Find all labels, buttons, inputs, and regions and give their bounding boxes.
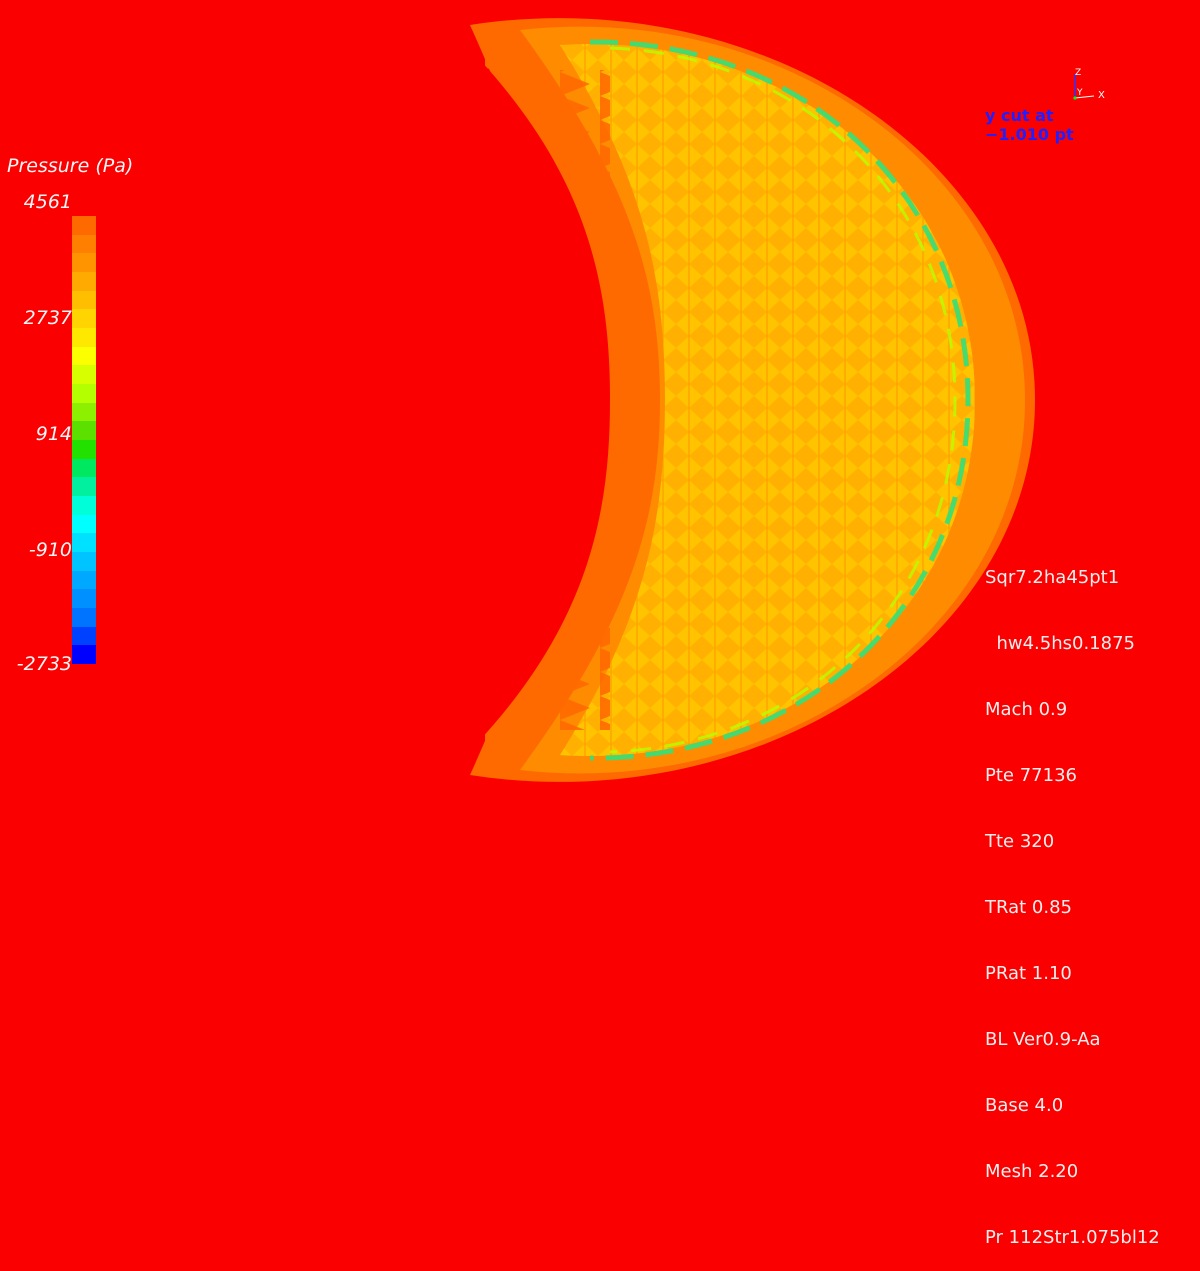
param-line: Mesh 2.20 bbox=[985, 1161, 1079, 1182]
param-line: TRat 0.85 bbox=[985, 897, 1072, 918]
simulation-parameters: Sqr7.2ha45pt1 hw4.5hs0.1875 Mach 0.9 Pte… bbox=[985, 523, 1160, 1271]
color-scale-swatch bbox=[72, 290, 96, 310]
color-scale-swatch bbox=[72, 626, 96, 646]
color-scale-bar bbox=[72, 216, 96, 665]
cut-plane-label: y cut at −1.010 pt bbox=[985, 106, 1074, 144]
legend-tick-min: -2733 bbox=[16, 653, 72, 675]
color-scale-swatch bbox=[72, 384, 96, 403]
axis-z-label: Z bbox=[1075, 68, 1081, 78]
param-line: PRat 1.10 bbox=[985, 963, 1072, 984]
cut-label-line-2: −1.010 pt bbox=[985, 125, 1074, 144]
legend-tick-2: 2737 bbox=[23, 307, 72, 329]
color-scale-swatch bbox=[72, 346, 96, 366]
color-scale-swatch bbox=[72, 402, 96, 422]
color-scale-swatch bbox=[72, 216, 96, 235]
color-scale-swatch bbox=[72, 514, 96, 534]
color-scale-swatch bbox=[72, 440, 96, 459]
legend-tick-3: 914 bbox=[35, 423, 72, 445]
color-scale-swatch bbox=[72, 533, 96, 553]
param-line: Base 4.0 bbox=[985, 1095, 1064, 1116]
legend-tick-max: 4561 bbox=[23, 191, 72, 213]
param-line: Mach 0.9 bbox=[985, 699, 1068, 720]
color-scale-swatch bbox=[72, 253, 96, 273]
color-scale-swatch bbox=[72, 458, 96, 478]
color-scale-swatch bbox=[72, 272, 96, 291]
legend-title: Pressure (Pa) bbox=[7, 155, 134, 177]
color-scale-swatch bbox=[72, 365, 96, 385]
color-scale-swatch bbox=[72, 328, 96, 347]
cut-label-line-1: y cut at bbox=[985, 106, 1054, 125]
color-scale-swatch bbox=[72, 552, 96, 571]
color-scale-swatch bbox=[72, 496, 96, 515]
core-region bbox=[440, 60, 610, 740]
param-line: Tte 320 bbox=[985, 831, 1055, 852]
color-scale-swatch bbox=[72, 421, 96, 441]
color-scale-swatch bbox=[72, 608, 96, 627]
color-scale-swatch bbox=[72, 309, 96, 329]
color-scale-swatch bbox=[72, 645, 96, 665]
color-scale-swatch bbox=[72, 477, 96, 497]
pressure-contour-view bbox=[440, 18, 1035, 782]
axis-y-label: Y bbox=[1076, 88, 1083, 98]
color-scale-swatch bbox=[72, 570, 96, 590]
param-line: hw4.5hs0.1875 bbox=[985, 633, 1135, 654]
param-line: Pr 112Str1.075bl12 bbox=[985, 1227, 1160, 1248]
axis-x-label: X bbox=[1098, 90, 1105, 101]
param-line: Pte 77136 bbox=[985, 765, 1077, 786]
shock-edge bbox=[589, 39, 971, 761]
color-scale-swatch bbox=[72, 234, 96, 254]
legend-tick-4: -910 bbox=[28, 539, 72, 561]
axes-triad-icon: Z Y X bbox=[1073, 68, 1105, 101]
color-scale-swatch bbox=[72, 589, 96, 609]
param-line: Sqr7.2ha45pt1 bbox=[985, 567, 1120, 588]
param-line: BL Ver0.9-Aa bbox=[985, 1029, 1101, 1050]
